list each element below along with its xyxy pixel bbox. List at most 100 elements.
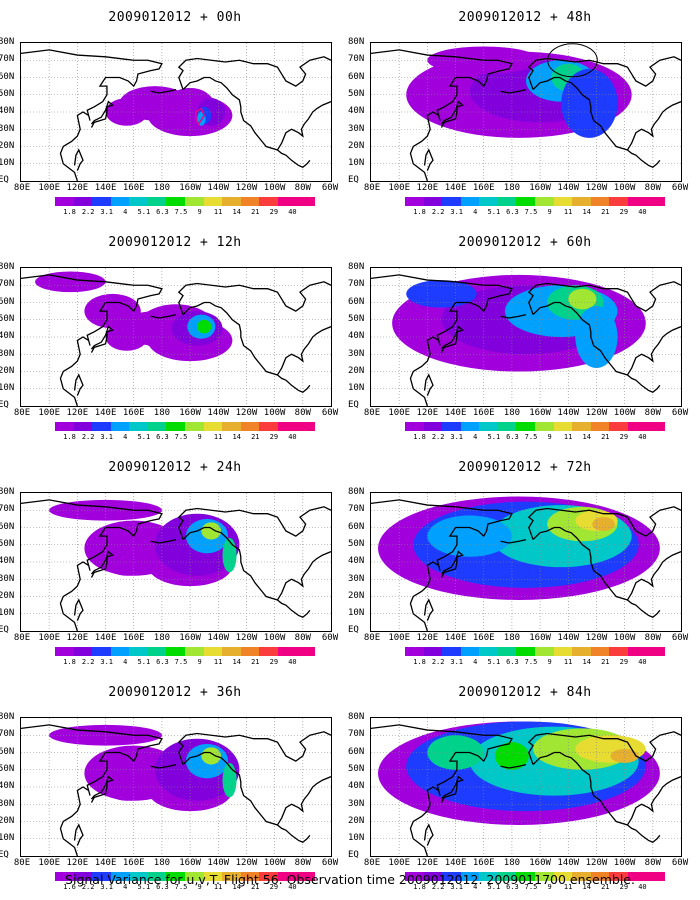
coastline (527, 56, 681, 90)
coastline (177, 506, 331, 540)
colorbar-swatch (277, 872, 297, 881)
colorbar-swatch (240, 872, 260, 881)
colorbar-label: 4 (473, 658, 478, 666)
lon-tick-label: 140W (557, 408, 580, 418)
lon-tick-label: 140W (557, 633, 580, 643)
colorbar-swatch (296, 647, 316, 656)
lat-tick-label: 40N (348, 331, 365, 342)
map-svg (371, 493, 681, 631)
lon-tick-label: 140W (207, 183, 230, 193)
lon-tick-label: 80W (644, 408, 661, 418)
coastline (532, 526, 661, 618)
lat-tick-label: 50N (0, 763, 15, 774)
variance-contour (201, 522, 222, 540)
colorbar-label: 9 (197, 883, 202, 891)
lon-axis: 80E 100E 120E 140E 160E 180 160W 140W 120W 100W 80… (0, 858, 350, 870)
colorbar-label: 1.8 (63, 658, 76, 666)
lat-tick-label: 80N (348, 712, 365, 722)
lat-tick-label: 10N (0, 383, 15, 394)
map-panel: 2009012012 + 12h 80N 70N 60N 50N 40N 30N 20N 10N… (0, 225, 350, 450)
coastline (177, 56, 331, 90)
colorbar-swatch (423, 647, 443, 656)
colorbar-swatch (296, 422, 316, 431)
lat-tick-label: 80N (348, 262, 365, 272)
map-panel: 2009012012 + 36h 80N 70N 60N 50N 40N 30N 20N 10N… (0, 675, 350, 900)
colorbar-label: 5.1 (487, 658, 501, 666)
colorbar-swatch (240, 197, 260, 206)
colorbar-swatch (203, 872, 223, 881)
colorbar-swatch (646, 647, 666, 656)
colorbar-label: 29 (619, 433, 629, 441)
lat-tick-label: 30N (348, 798, 365, 809)
colorbar-swatch (479, 872, 498, 881)
colorbar-label: 14 (232, 883, 241, 891)
colorbar-swatch (55, 422, 74, 431)
colorbar-labels: 1.8 2.2 3.1 4 5.1 6.3 7.5 9 11 14 21 29 40 (55, 208, 315, 218)
colorbar-swatch (73, 422, 93, 431)
lon-tick-label: 120W (235, 633, 258, 643)
map-panel: 2009012012 + 00h 80N 70N 60N 50N 40N 30N 20N 10N… (0, 0, 350, 225)
lon-tick-label: 120E (66, 633, 89, 643)
colorbar-label: 3.1 (100, 208, 114, 216)
lat-tick-label: 20N (348, 365, 365, 376)
colorbar-label: 2.2 (431, 433, 445, 441)
lon-tick-label: 120W (585, 183, 608, 193)
coastline (276, 101, 331, 151)
lon-tick-label: 140E (444, 183, 467, 193)
colorbar-swatch (259, 422, 278, 431)
colorbar-label: 21 (601, 658, 610, 666)
coastline (423, 148, 434, 171)
colorbar-label: 29 (269, 883, 279, 891)
coastline (73, 823, 84, 846)
colorbar-label: 7.5 (524, 433, 538, 441)
colorbar-swatch (185, 872, 204, 881)
variance-contour (406, 280, 477, 308)
colorbar-swatch (166, 647, 186, 656)
coastline (21, 499, 163, 631)
lon-tick-label: 180 (153, 858, 171, 868)
lat-tick-label: 80N (0, 487, 15, 497)
coastline (90, 550, 114, 578)
colorbar-swatch (110, 647, 130, 656)
lon-tick-label: 80W (294, 183, 311, 193)
coastline (532, 76, 661, 168)
colorbar-swatch (646, 422, 666, 431)
colorbar-label: 9 (197, 433, 202, 441)
colorbar-swatch (535, 197, 554, 206)
coastline (276, 551, 331, 601)
lat-tick-label: 50N (348, 88, 365, 99)
lon-tick-label: 100E (388, 183, 411, 193)
lon-tick-label: 100W (613, 858, 636, 868)
lat-tick-label: 10N (348, 833, 365, 844)
lon-tick-label: 160E (472, 183, 495, 193)
colorbar-label: 11 (563, 433, 573, 441)
colorbar-swatch (222, 647, 241, 656)
panel-title: 2009012012 + 36h (108, 685, 242, 700)
colorbar-swatch (423, 872, 443, 881)
lon-tick-label: 80W (294, 633, 311, 643)
colorbar-label: 1.8 (413, 433, 426, 441)
coastline (527, 731, 681, 765)
colorbar-swatch (516, 197, 536, 206)
coastline (177, 731, 331, 765)
lon-tick-label: 140E (444, 633, 467, 643)
lat-tick-label: 30N (0, 123, 15, 134)
colorbar-label: 29 (619, 883, 629, 891)
map-svg (21, 718, 331, 856)
colorbar-label: 1.8 (413, 658, 426, 666)
colorbar-swatch (553, 422, 573, 431)
lon-tick-label: 140E (94, 858, 117, 868)
coastline (371, 49, 513, 181)
lat-tick-label: 70N (348, 279, 365, 290)
lon-tick-label: 100E (38, 183, 61, 193)
colorbar-label: 9 (197, 658, 202, 666)
colorbar-swatch (609, 422, 628, 431)
colorbar-label: 4 (473, 433, 478, 441)
colorbar-swatch (423, 422, 443, 431)
lon-tick-label: 160W (529, 858, 551, 868)
lat-tick-label: 10N (348, 158, 365, 169)
lat-axis: 80N 70N 60N 50N 40N 30N 20N 10N EQ (348, 263, 370, 410)
lat-tick-label: 30N (0, 348, 15, 359)
lon-tick-label: 160W (179, 408, 201, 418)
colorbar (405, 647, 666, 657)
